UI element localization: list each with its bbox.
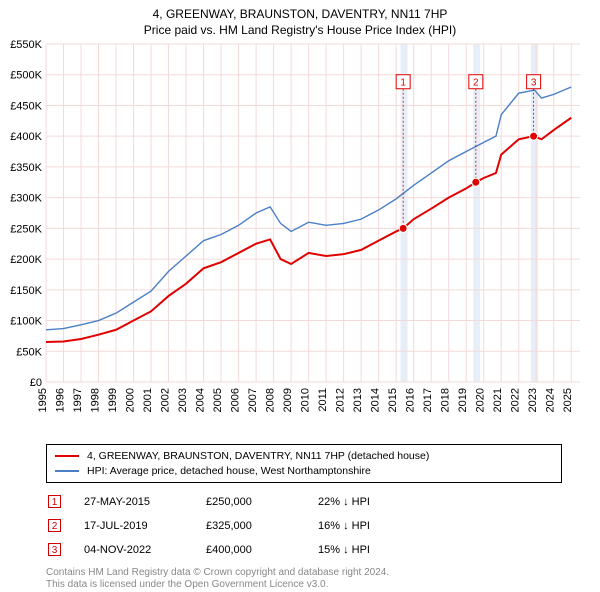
x-tick-label: 2014 [370, 388, 382, 412]
y-tick-label: £100K [10, 316, 42, 328]
sale-label-num: 3 [531, 78, 537, 89]
sale-dot [472, 179, 480, 187]
chart-title-line1: 4, GREENWAY, BRAUNSTON, DAVENTRY, NN11 7… [0, 6, 600, 22]
y-tick-label: £450K [10, 101, 42, 113]
y-tick-label: £0 [30, 377, 42, 389]
x-tick-label: 2000 [125, 388, 137, 412]
x-tick-label: 2020 [475, 388, 487, 412]
x-tick-label: 2019 [457, 388, 469, 412]
x-tick-label: 2003 [177, 388, 189, 412]
x-tick-label: 2004 [195, 388, 207, 412]
legend-swatch [55, 470, 79, 472]
x-tick-label: 2016 [405, 388, 417, 412]
y-tick-label: £150K [10, 285, 42, 297]
sales-table: 1 27-MAY-2015£250,00022% ↓ HPI 2 17-JUL-201… [46, 489, 382, 563]
legend-label: 4, GREENWAY, BRAUNSTON, DAVENTRY, NN11 7… [87, 449, 429, 463]
sale-delta: 16% ↓ HPI [318, 515, 380, 537]
legend-label: HPI: Average price, detached house, West… [87, 464, 371, 478]
x-tick-label: 2018 [440, 388, 452, 412]
x-tick-label: 2017 [422, 388, 434, 412]
x-tick-label: 1995 [37, 388, 49, 412]
x-tick-label: 2025 [562, 388, 574, 412]
x-tick-label: 1997 [72, 388, 84, 412]
chart-area: £0 £50K £100K £150K £200K £250K £300K £350K £400… [0, 38, 600, 438]
legend-swatch [55, 455, 79, 457]
sales-row: 1 27-MAY-2015£250,00022% ↓ HPI [48, 491, 380, 513]
legend-item: 4, GREENWAY, BRAUNSTON, DAVENTRY, NN11 7… [55, 449, 553, 463]
x-tick-label: 2001 [142, 388, 154, 412]
x-tick-label: 2012 [335, 388, 347, 412]
x-tick-label: 2022 [510, 388, 522, 412]
y-tick-label: £200K [10, 254, 42, 266]
sale-label-num: 2 [473, 78, 479, 89]
legend-item: HPI: Average price, detached house, West… [55, 464, 553, 478]
shaded-band [473, 44, 480, 382]
x-tick-label: 2008 [265, 388, 277, 412]
sale-dot [399, 225, 407, 233]
x-tick-label: 2024 [545, 388, 557, 412]
sale-delta: 15% ↓ HPI [318, 539, 380, 561]
sale-price: £325,000 [206, 515, 316, 537]
shaded-band [401, 44, 408, 382]
y-tick-label: £50K [16, 347, 42, 359]
sales-row: 2 17-JUL-2019£325,00016% ↓ HPI [48, 515, 380, 537]
y-tick-label: £250K [10, 224, 42, 236]
x-tick-label: 2006 [230, 388, 242, 412]
sale-marker-box: 1 [48, 495, 61, 508]
x-tick-label: 2009 [282, 388, 294, 412]
y-tick-label: £400K [10, 132, 42, 144]
x-tick-label: 2005 [212, 388, 224, 412]
y-tick-label: £550K [10, 39, 42, 51]
x-tick-label: 1996 [55, 388, 67, 412]
sales-row: 3 04-NOV-2022£400,00015% ↓ HPI [48, 539, 380, 561]
x-tick-label: 2011 [317, 388, 329, 412]
sale-marker-box: 3 [48, 543, 61, 556]
x-tick-label: 2007 [247, 388, 259, 412]
sale-marker-box: 2 [48, 519, 61, 532]
x-tick-label: 1999 [107, 388, 119, 412]
y-tick-label: £300K [10, 193, 42, 205]
x-tick-label: 2021 [492, 388, 504, 412]
chart-title-line2: Price paid vs. HM Land Registry's House … [0, 22, 600, 38]
chart-title-block: 4, GREENWAY, BRAUNSTON, DAVENTRY, NN11 7… [0, 0, 600, 38]
shaded-band [531, 44, 538, 382]
sale-label-num: 1 [400, 78, 406, 89]
x-tick-label: 2002 [160, 388, 172, 412]
attribution-line: Contains HM Land Registry data © Crown c… [46, 567, 562, 580]
x-tick-label: 1998 [90, 388, 102, 412]
sale-date: 04-NOV-2022 [84, 539, 204, 561]
sale-price: £250,000 [206, 491, 316, 513]
chart-svg: £0 £50K £100K £150K £200K £250K £300K £350K £400… [0, 38, 600, 438]
sale-delta: 22% ↓ HPI [318, 491, 380, 513]
x-tick-label: 2010 [300, 388, 312, 412]
sale-date: 27-MAY-2015 [84, 491, 204, 513]
x-tick-label: 2013 [352, 388, 364, 412]
y-tick-label: £500K [10, 70, 42, 82]
sale-dot [530, 133, 538, 141]
attribution: Contains HM Land Registry data © Crown c… [46, 567, 562, 592]
sale-price: £400,000 [206, 539, 316, 561]
x-tick-label: 2015 [387, 388, 399, 412]
x-tick-label: 2023 [527, 388, 539, 412]
legend: 4, GREENWAY, BRAUNSTON, DAVENTRY, NN11 7… [46, 444, 562, 482]
sale-date: 17-JUL-2019 [84, 515, 204, 537]
y-tick-label: £350K [10, 162, 42, 174]
